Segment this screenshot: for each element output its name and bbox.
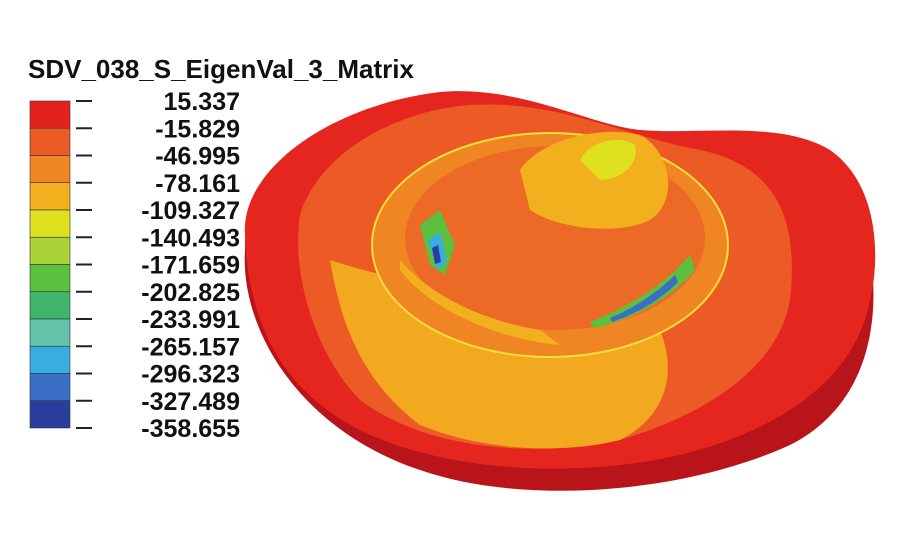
legend: SDV_038_S_EigenVal_3_Matrix 15.337-15.82… xyxy=(28,54,414,443)
legend-swatch xyxy=(29,182,71,211)
legend-level: -296.323 xyxy=(141,361,240,389)
legend-swatch xyxy=(29,264,71,293)
legend-swatch xyxy=(29,400,71,429)
legend-swatch xyxy=(29,209,71,238)
legend-swatch xyxy=(29,291,71,320)
legend-swatch xyxy=(29,345,71,374)
legend-level: -140.493 xyxy=(141,224,240,252)
legend-level: -358.655 xyxy=(141,415,240,443)
legend-level: -109.327 xyxy=(141,197,240,225)
legend-level: -78.161 xyxy=(155,170,240,198)
model xyxy=(244,91,876,491)
legend-swatch xyxy=(29,127,71,156)
legend-level: -202.825 xyxy=(141,279,240,307)
legend-level: -327.489 xyxy=(141,388,240,416)
legend-level: -46.995 xyxy=(155,143,240,171)
legend-level: -233.991 xyxy=(141,306,240,334)
legend-level: 15.337 xyxy=(164,88,240,116)
legend-level: -171.659 xyxy=(141,252,240,280)
legend-title: SDV_038_S_EigenVal_3_Matrix xyxy=(28,54,414,84)
legend-level: -15.829 xyxy=(155,115,240,143)
legend-swatch xyxy=(29,155,71,184)
legend-swatch xyxy=(29,100,71,129)
legend-swatch xyxy=(29,318,71,347)
legend-level: -265.157 xyxy=(141,333,240,361)
legend-swatch xyxy=(29,236,71,265)
legend-swatch xyxy=(29,373,71,402)
